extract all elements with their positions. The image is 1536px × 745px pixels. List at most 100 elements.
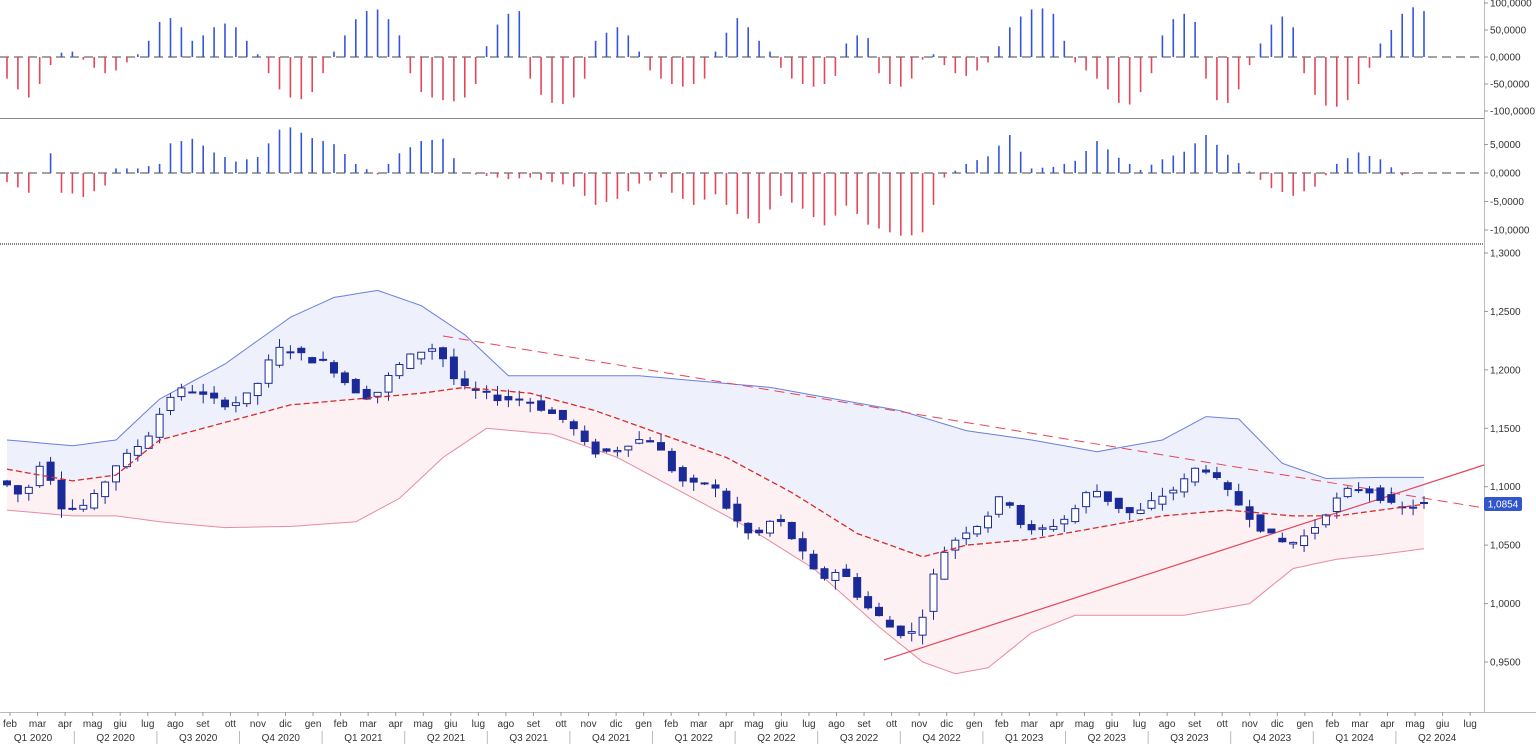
candle	[613, 446, 622, 457]
x-quarter-label: Q2 2024	[1418, 733, 1457, 744]
x-month-label: feb	[995, 719, 1009, 730]
last-price-label: 1,0854	[1488, 500, 1519, 511]
candle	[896, 625, 905, 639]
candle	[820, 566, 829, 581]
candle	[3, 479, 11, 488]
candle	[907, 622, 916, 642]
candle	[1420, 496, 1428, 509]
upper-band-line	[6, 289, 1424, 480]
x-month-label: mar	[1021, 719, 1039, 730]
candle	[918, 609, 927, 645]
candle	[1093, 484, 1101, 498]
candle	[330, 359, 338, 378]
oscillator-1-panel: 100,0000 50,0000 0,0000 -50,0000 -100,0000	[0, 0, 1535, 118]
x-axis: feb mar apr mag giu lug ago set ott nov dic gen feb m…	[3, 712, 1477, 744]
candle	[308, 356, 317, 364]
candle	[13, 484, 22, 503]
candle	[286, 345, 295, 360]
x-month-label: lug	[1463, 719, 1476, 730]
candle	[1223, 480, 1232, 497]
candle	[1147, 491, 1156, 511]
panel-dividers	[0, 0, 1536, 713]
candle	[678, 465, 687, 487]
x-quarter-label: Q2 2021	[427, 733, 466, 744]
osc2-tick-label: -5,0000	[1490, 197, 1524, 208]
candle	[406, 353, 415, 370]
candle	[722, 488, 731, 510]
osc1-tick-label: -100,0000	[1490, 107, 1535, 118]
candle	[635, 431, 644, 445]
candle	[1191, 467, 1200, 487]
candle	[984, 511, 992, 533]
candle	[1289, 541, 1298, 549]
price-tick-label: 1,1000	[1490, 482, 1521, 493]
osc1-tick-label: 50,0000	[1490, 26, 1527, 37]
x-month-label: nov	[580, 719, 596, 730]
candle	[1114, 497, 1123, 514]
candle	[1311, 519, 1319, 540]
candle	[1267, 528, 1276, 534]
candle	[831, 569, 840, 590]
x-month-label: set	[527, 719, 541, 730]
candle	[537, 394, 546, 412]
x-month-label: ott	[1217, 719, 1228, 730]
candle	[1005, 501, 1014, 509]
candle	[275, 338, 284, 368]
osc2-tick-label: 0,0000	[1490, 169, 1521, 180]
x-month-label: set	[196, 719, 210, 730]
candle	[439, 346, 447, 368]
candle	[1409, 499, 1418, 516]
candle	[842, 564, 851, 577]
candle	[1027, 520, 1036, 535]
candle	[1387, 487, 1396, 505]
candle	[1300, 529, 1309, 553]
candle	[1016, 504, 1025, 529]
candle	[210, 386, 219, 404]
x-month-label: dic	[279, 719, 292, 730]
price-tick-label: 1,0000	[1490, 599, 1521, 610]
candle	[1332, 492, 1341, 519]
candle	[548, 406, 556, 414]
x-month-label: apr	[1050, 719, 1065, 730]
x-month-label: giu	[444, 719, 457, 730]
last-price-tag: 1,0854	[1484, 497, 1522, 511]
x-month-label: dic	[940, 719, 953, 730]
x-quarter-label: Q2 2020	[96, 733, 135, 744]
candle	[602, 448, 611, 453]
x-quarter-label: Q4 2023	[1253, 733, 1292, 744]
x-quarter-label: Q3 2022	[840, 733, 879, 744]
candle	[482, 385, 491, 400]
x-month-label: nov	[250, 719, 266, 730]
osc1-tick-label: 0,0000	[1490, 53, 1521, 64]
osc1-y-axis: 100,0000 50,0000 0,0000 -50,0000 -100,0000	[1484, 0, 1535, 118]
candle	[624, 445, 633, 457]
x-month-label: ott	[886, 719, 897, 730]
upper-band-fill	[7, 290, 1424, 557]
x-month-label: ago	[167, 719, 184, 730]
osc2-bars	[6, 127, 1414, 236]
x-month-label: mag	[1405, 719, 1424, 730]
candle	[526, 397, 535, 413]
candle	[973, 525, 982, 537]
x-month-label: apr	[58, 719, 73, 730]
candle	[242, 392, 251, 407]
candle	[591, 438, 600, 458]
candle	[1125, 507, 1134, 521]
x-month-label: set	[1188, 719, 1202, 730]
price-y-axis: 1,3000 1,2500 1,2000 1,1500 1,1000 1,0500 1,00…	[1484, 249, 1521, 669]
candle	[1343, 486, 1352, 499]
price-tick-label: 1,2000	[1490, 365, 1521, 376]
x-month-label: feb	[334, 719, 348, 730]
candle	[46, 456, 55, 485]
candle	[68, 499, 77, 511]
candle	[122, 448, 131, 469]
x-quarter-label: Q2 2022	[757, 733, 796, 744]
candle	[1212, 466, 1221, 480]
candle	[297, 346, 306, 361]
candle	[1365, 486, 1374, 502]
candle	[1180, 473, 1189, 498]
candle	[1082, 490, 1091, 514]
price-tick-label: 1,0500	[1490, 541, 1521, 552]
x-month-label: mag	[744, 719, 763, 730]
osc2-tick-label: -10,0000	[1490, 226, 1530, 237]
